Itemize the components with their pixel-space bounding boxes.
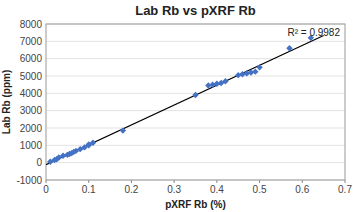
plot-frame [46,24,345,180]
y-tick-label: 5000 [20,71,43,82]
y-tick-label: 7000 [20,36,43,47]
x-tick-label: 0.2 [124,184,138,195]
y-tick-label: 8000 [20,19,43,30]
x-tick-label: 0.4 [210,184,224,195]
point [256,64,262,70]
x-axis-label: pXRF Rb (%) [165,199,226,210]
x-tick-label: 0.6 [295,184,309,195]
grid-line [46,128,345,129]
point [192,92,198,98]
grid-line [46,162,345,163]
y-tick-label: 6000 [20,53,43,64]
point [286,45,292,51]
grid-line [46,41,345,42]
point [222,78,228,84]
grid-line [46,76,345,77]
x-tick-label: 0.7 [338,184,352,195]
annotation: R² = 0.9982 [287,27,340,38]
y-tick-label: -1000 [16,175,42,186]
marks [46,35,324,165]
plot-area [46,24,345,180]
y-tick-label: 4000 [20,88,43,99]
regression-line [46,35,324,164]
grid-line [46,110,345,111]
x-tick-label: 0.1 [82,184,96,195]
title: Lab Rb vs pXRF Rb [135,3,256,18]
y-tick-label: 1000 [20,140,43,151]
x-tick-label: 0.5 [253,184,267,195]
point [90,140,96,146]
y-tick-label: 3000 [20,105,43,116]
chart: -100001000200030004000500060007000800000… [0,0,353,212]
y-tick-label: 0 [36,157,42,168]
point [120,127,126,133]
grid-line [46,58,345,59]
y-axis-label: Lab Rb (ppm) [1,70,12,134]
point [252,68,258,74]
y-tick-label: 2000 [20,123,43,134]
x-tick-label: 0.3 [167,184,181,195]
x-tick-label: 0 [43,184,49,195]
